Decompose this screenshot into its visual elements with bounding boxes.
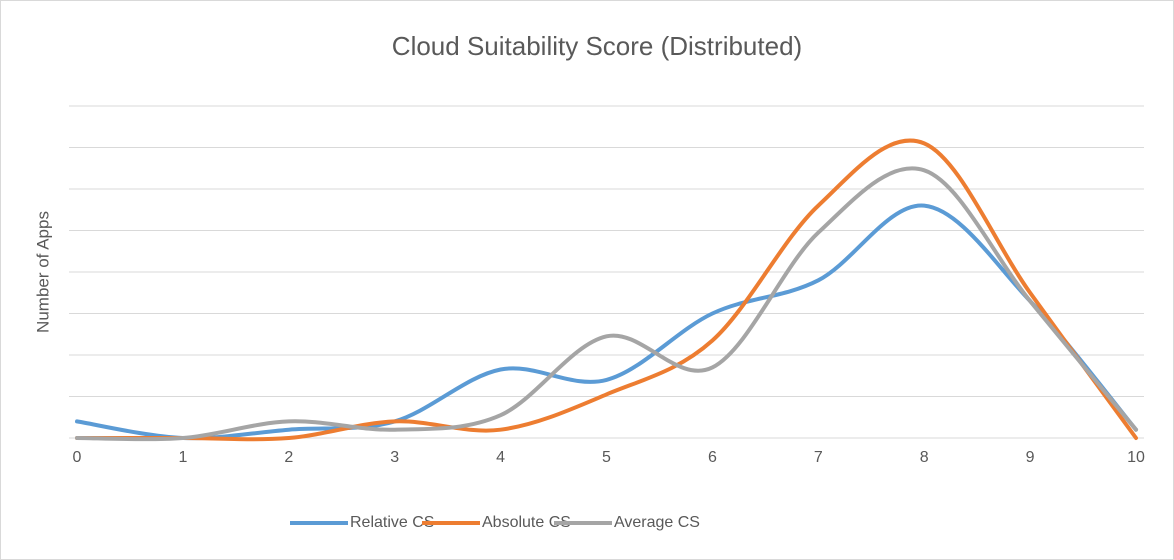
x-tick-label: 7 [814,449,823,466]
series-line [75,203,1138,441]
x-tick-label: 1 [178,449,187,466]
x-tick-label: 10 [1127,449,1145,466]
x-tick-label: 3 [390,449,399,466]
legend-label: Average CS [614,514,700,531]
x-tick-label: 9 [1026,449,1035,466]
x-tick-label: 4 [496,449,505,466]
x-tick-label: 2 [284,449,293,466]
series-line [75,166,1138,442]
x-tick-label: 0 [73,449,82,466]
y-axis-label: Number of Apps [33,211,52,333]
x-tick-label: 8 [920,449,929,466]
x-tick-label: 6 [708,449,717,466]
series-line [75,138,1138,442]
x-tick-label: 5 [602,449,611,466]
chart-title: Cloud Suitability Score (Distributed) [392,31,802,61]
legend-label: Absolute CS [482,514,571,531]
legend-label: Relative CS [350,514,434,531]
